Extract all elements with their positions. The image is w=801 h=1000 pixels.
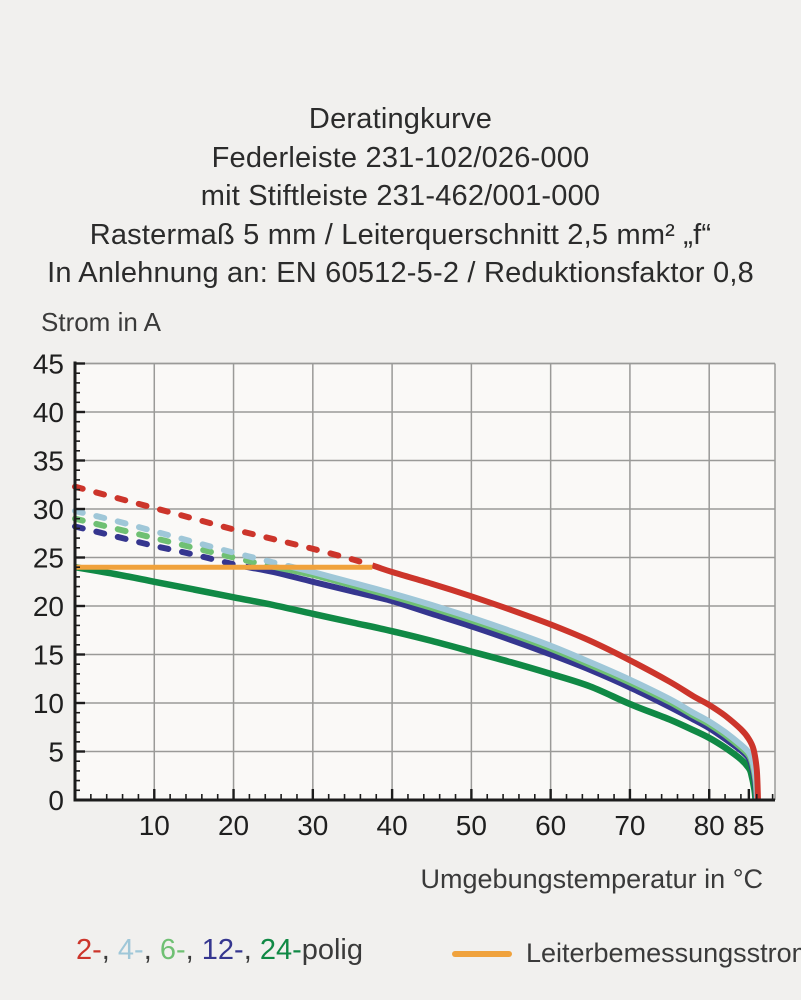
title-line-3: mit Stiftleiste 231-462/001-000 xyxy=(200,180,601,212)
svg-text:70: 70 xyxy=(614,810,645,841)
svg-text:15: 15 xyxy=(33,640,64,671)
curve-24-polig xyxy=(74,563,759,801)
legend-2-polig: 2- xyxy=(76,934,102,966)
title-line-4: Rastermaß 5 mm / Leiterquerschnitt 2,5 m… xyxy=(89,218,712,251)
chart-title-block: Deratingkurve Federleiste 231-102/026-00… xyxy=(0,100,801,293)
y-axis-title: Strom in A xyxy=(41,307,161,337)
svg-text:10: 10 xyxy=(139,810,170,841)
legend-separator: , xyxy=(185,934,202,966)
svg-text:60: 60 xyxy=(535,810,566,841)
legend-rated-current: Leiterbemessungsstrom xyxy=(452,938,801,969)
svg-text:10: 10 xyxy=(33,688,64,719)
svg-text:20: 20 xyxy=(33,591,64,622)
svg-text:80: 80 xyxy=(694,810,725,841)
svg-text:40: 40 xyxy=(377,810,408,841)
svg-text:25: 25 xyxy=(33,543,64,574)
legend-12-polig: 12- xyxy=(201,934,244,966)
x-tick-labels: 10 20 30 40 50 60 70 80 85 xyxy=(139,810,765,841)
legend-separator: , xyxy=(143,934,160,966)
legend-6-polig: 6- xyxy=(159,934,186,966)
title-line-5: In Anlehnung an: EN 60512-5-2 / Reduktio… xyxy=(47,257,754,289)
svg-text:85: 85 xyxy=(733,810,764,841)
rated-current-line-swatch xyxy=(452,950,512,957)
svg-text:50: 50 xyxy=(456,810,487,841)
legend-4-polig: 4- xyxy=(117,934,144,966)
svg-text:45: 45 xyxy=(33,349,64,380)
svg-text:5: 5 xyxy=(48,737,64,768)
legend-polig-suffix: polig xyxy=(301,934,364,966)
legend-24-polig: 24- xyxy=(259,934,302,966)
legend-poles: 2-, 4-, 6-, 12-, 24-polig xyxy=(76,934,363,967)
svg-text:40: 40 xyxy=(33,397,64,428)
curve-2-polig xyxy=(72,483,761,801)
svg-text:30: 30 xyxy=(33,494,64,525)
legend-separator: , xyxy=(243,934,260,966)
title-line-2: Federleiste 231-102/026-000 xyxy=(211,141,590,174)
svg-text:0: 0 xyxy=(48,785,64,816)
curve-4-polig xyxy=(72,507,761,801)
svg-text:35: 35 xyxy=(33,446,64,477)
y-tick-labels: 0 5 10 15 20 25 30 35 40 45 xyxy=(33,349,64,817)
axes xyxy=(73,361,775,802)
x-axis-title: Umgebungstemperatur in °C xyxy=(420,864,763,894)
svg-text:20: 20 xyxy=(218,810,249,841)
legend-separator: , xyxy=(101,934,118,966)
rated-current-label: Leiterbemessungsstrom xyxy=(526,938,801,968)
svg-text:30: 30 xyxy=(297,810,328,841)
title-line-1: Deratingkurve xyxy=(308,103,493,135)
